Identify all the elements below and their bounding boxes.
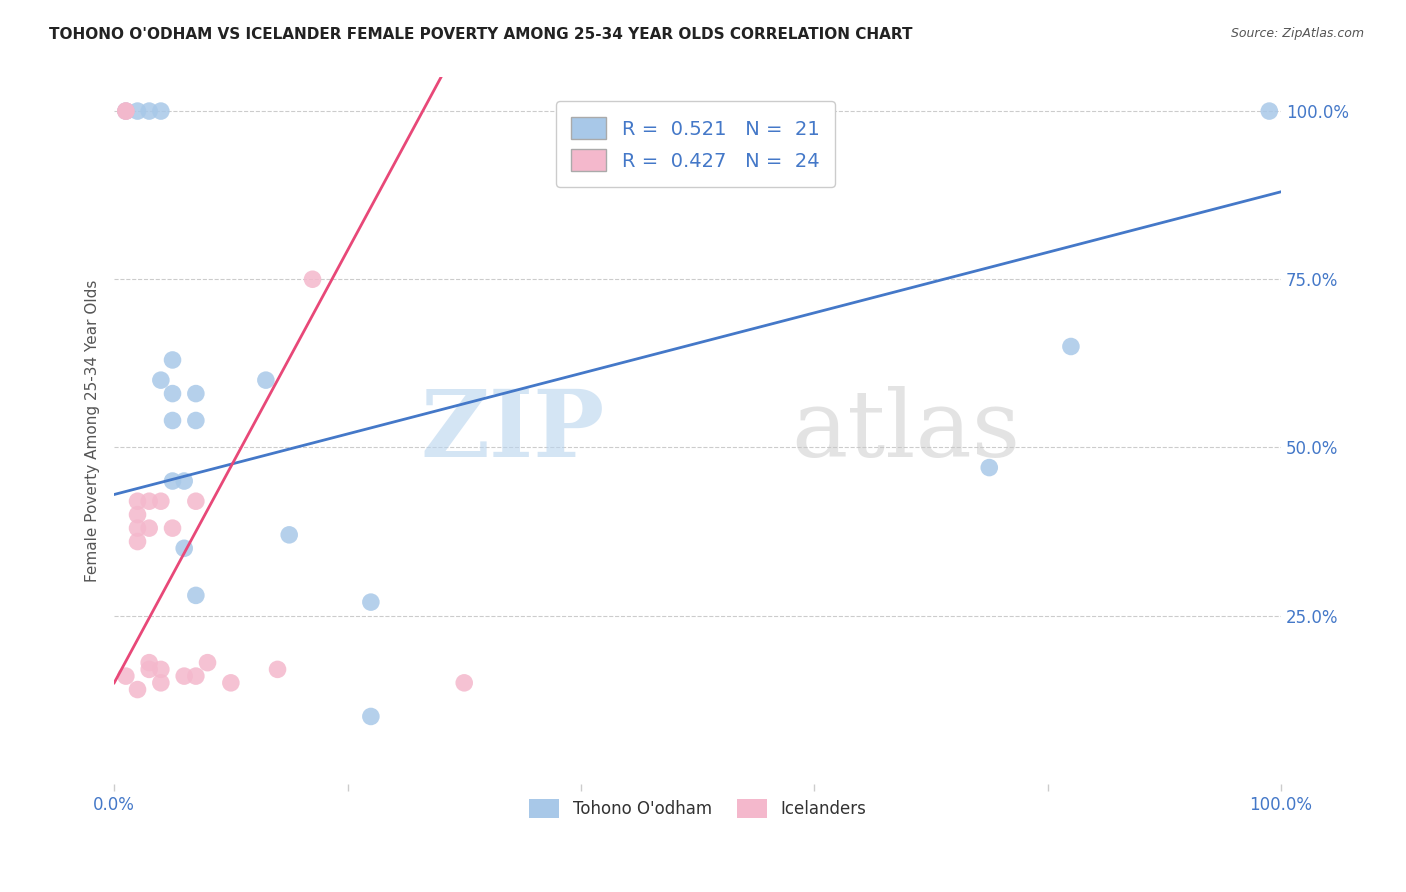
Point	[453, 676, 475, 690]
Point	[278, 528, 301, 542]
Point	[979, 460, 1001, 475]
Point	[162, 474, 184, 488]
Y-axis label: Female Poverty Among 25-34 Year Olds: Female Poverty Among 25-34 Year Olds	[86, 279, 100, 582]
Point	[115, 669, 138, 683]
Point	[1258, 104, 1281, 119]
Point	[115, 104, 138, 119]
Text: ZIP: ZIP	[420, 385, 605, 475]
Point	[138, 521, 160, 535]
Point	[149, 104, 172, 119]
Point	[266, 662, 288, 676]
Point	[360, 595, 382, 609]
Point	[173, 474, 195, 488]
Point	[127, 682, 149, 697]
Point	[138, 104, 160, 119]
Point	[219, 676, 242, 690]
Point	[162, 413, 184, 427]
Point	[360, 709, 382, 723]
Point	[173, 541, 195, 556]
Point	[138, 662, 160, 676]
Point	[149, 373, 172, 387]
Point	[184, 588, 207, 602]
Point	[162, 521, 184, 535]
Point	[127, 104, 149, 119]
Point	[162, 353, 184, 368]
Point	[184, 669, 207, 683]
Point	[173, 669, 195, 683]
Text: atlas: atlas	[792, 385, 1021, 475]
Point	[184, 386, 207, 401]
Legend: Tohono O'odham, Icelanders: Tohono O'odham, Icelanders	[523, 792, 873, 825]
Point	[127, 521, 149, 535]
Point	[254, 373, 277, 387]
Point	[162, 386, 184, 401]
Point	[184, 413, 207, 427]
Point	[127, 508, 149, 522]
Point	[127, 534, 149, 549]
Text: Source: ZipAtlas.com: Source: ZipAtlas.com	[1230, 27, 1364, 40]
Point	[301, 272, 323, 286]
Point	[115, 104, 138, 119]
Point	[149, 676, 172, 690]
Point	[138, 494, 160, 508]
Point	[1060, 339, 1083, 353]
Point	[149, 662, 172, 676]
Point	[149, 494, 172, 508]
Point	[184, 494, 207, 508]
Point	[138, 656, 160, 670]
Text: TOHONO O'ODHAM VS ICELANDER FEMALE POVERTY AMONG 25-34 YEAR OLDS CORRELATION CHA: TOHONO O'ODHAM VS ICELANDER FEMALE POVER…	[49, 27, 912, 42]
Point	[127, 494, 149, 508]
Point	[197, 656, 219, 670]
Point	[115, 104, 138, 119]
